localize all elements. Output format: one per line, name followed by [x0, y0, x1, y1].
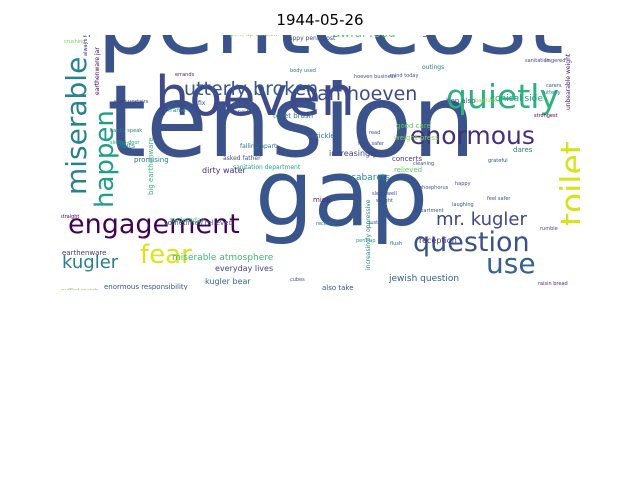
- word-feel-safer: feel safer: [487, 196, 511, 203]
- word-tension: tension: [107, 63, 476, 180]
- word-awful-food: awful food: [333, 35, 396, 39]
- word-dirty-water: dirty water: [202, 165, 246, 175]
- word-asked-father: asked father: [223, 155, 261, 163]
- word-fear: fear: [140, 239, 192, 270]
- word-straight: straight: [61, 214, 80, 221]
- word-wednesday: wednesday: [170, 217, 205, 225]
- word-phosphorus: phosphorus: [419, 185, 449, 192]
- word-read: read: [369, 130, 381, 137]
- word-greatest-burden: greatest burden: [422, 35, 502, 38]
- word-weight-press: weight press: [394, 133, 439, 142]
- word-cloud: tensionpentecost gap hoeven engagement quest…: [61, 35, 580, 290]
- word-promising: promising: [134, 155, 169, 164]
- word-happy: happy: [455, 181, 471, 188]
- word-dares: dares: [513, 145, 533, 154]
- word-good-care: good care: [396, 121, 431, 130]
- word-increasingly: increasingly: [329, 148, 378, 158]
- word-enormous-responsibility: enormous responsibility: [104, 282, 188, 290]
- word-just: just: [369, 220, 379, 227]
- word-toilet-brush: toilet brush: [273, 111, 314, 120]
- word-laughing: laughing: [452, 202, 474, 209]
- word-carers: carers: [546, 83, 562, 90]
- word-recently: recently: [316, 221, 337, 228]
- word-unbearable-weight: unbearable weight: [565, 53, 572, 110]
- word-grateful: grateful: [488, 158, 508, 165]
- word-miserable: miserable: [61, 56, 93, 195]
- word-happen: happen: [90, 110, 120, 208]
- word-weight: weight: [376, 198, 393, 205]
- word-concerts: concerts: [392, 154, 422, 163]
- word-kugler-bear: kugler bear: [205, 276, 251, 286]
- word-always-feel: always feel: [83, 35, 89, 56]
- word-sliding-door: sliding-door: [110, 140, 140, 147]
- word-errands: errands: [175, 72, 195, 79]
- word-mr-kugler: mr. kugler: [436, 208, 527, 230]
- word-conical-side: conical side: [490, 93, 543, 104]
- word-increasingly-oppressive: increasingly oppressive: [365, 199, 372, 270]
- word-pent-up-tension: pent-up tension: [230, 35, 277, 38]
- word-also-take: also take: [322, 283, 354, 290]
- word-sanitation-department: sanitation department: [233, 164, 301, 172]
- word-pentecost: pentecost: [97, 35, 564, 69]
- word-feels-safer: feels safer: [358, 141, 385, 148]
- word-trickle: trickle: [313, 131, 335, 140]
- word-pentecost-reception: pentecost reception: [88, 35, 188, 38]
- word-bep-also: bep also: [446, 96, 476, 105]
- word-miep: miep: [313, 195, 331, 204]
- word-cleaning: cleaning: [413, 161, 435, 168]
- word-rumble: rumble: [540, 226, 558, 233]
- word-use: use: [486, 247, 536, 281]
- word-utterly: utterly: [544, 90, 561, 97]
- word-hoeven: hoeven: [155, 64, 355, 128]
- word-raisin-bread: raisin bread: [538, 281, 568, 288]
- word-muffled-sounds: muffled sounds: [61, 289, 99, 290]
- word-big-earthenware: big earthenware: [147, 137, 155, 195]
- word-body-used: body used: [290, 68, 316, 75]
- word-mind-today: mind today: [390, 73, 419, 80]
- word-everyday-lives: everyday lives: [215, 263, 274, 273]
- word-hardly-speak: hardly speak: [110, 128, 143, 135]
- word-van-hoeven: van hoeven: [306, 83, 418, 106]
- word-frame: frame: [168, 107, 186, 115]
- word-lingered: lingered: [545, 58, 566, 65]
- word-sometimes-relieved: sometimes relieved: [164, 218, 233, 227]
- word-reception: reception: [419, 235, 457, 245]
- word-long-last: long last: [232, 109, 258, 117]
- word-sleep-well: sleep well: [372, 191, 397, 198]
- word-flush: flush: [390, 241, 403, 248]
- word-cabarets: cabarets: [351, 172, 390, 183]
- word-jewish-question: jewish question: [389, 273, 460, 284]
- word-strongest: strongest: [534, 113, 558, 120]
- word-miserable-atmosphere: miserable atmosphere: [172, 252, 274, 263]
- word-quietly: quietly: [446, 77, 559, 117]
- word-gap: gap: [255, 140, 429, 248]
- word-relieved: relieved: [394, 165, 423, 174]
- word-outings: outings: [422, 64, 445, 72]
- word-kugler: kugler: [62, 251, 119, 273]
- word-happy-pentecost: happy pentecost: [285, 35, 336, 43]
- word-fix: fix: [198, 100, 206, 108]
- word-sanitation: sanitation: [525, 58, 550, 65]
- word-enormous: enormous: [410, 120, 535, 150]
- word-visits: visits: [117, 141, 136, 150]
- word-crushing: crushing: [64, 39, 86, 46]
- word-engagement: engagement: [68, 208, 240, 240]
- word-earthenware: earthenware: [62, 248, 107, 257]
- word-department: department: [414, 208, 444, 215]
- word-toilet: toilet: [553, 141, 580, 226]
- word-falling-apart: falling apart: [240, 143, 277, 151]
- word-utterly-broken: utterly broken: [184, 78, 319, 101]
- word-question: question: [413, 226, 530, 258]
- word-hoeven-business: hoeven business: [354, 74, 396, 81]
- word-safer-upstairs: safer upstairs: [114, 99, 149, 106]
- word-pent-up: pent-up: [356, 238, 376, 245]
- word-bad-luck: bad luck: [475, 98, 497, 105]
- word-cubes: cubes: [290, 277, 305, 284]
- word-earthenware-jar: earthenware jar: [94, 47, 101, 95]
- chart-title: 1944-05-26: [276, 11, 364, 29]
